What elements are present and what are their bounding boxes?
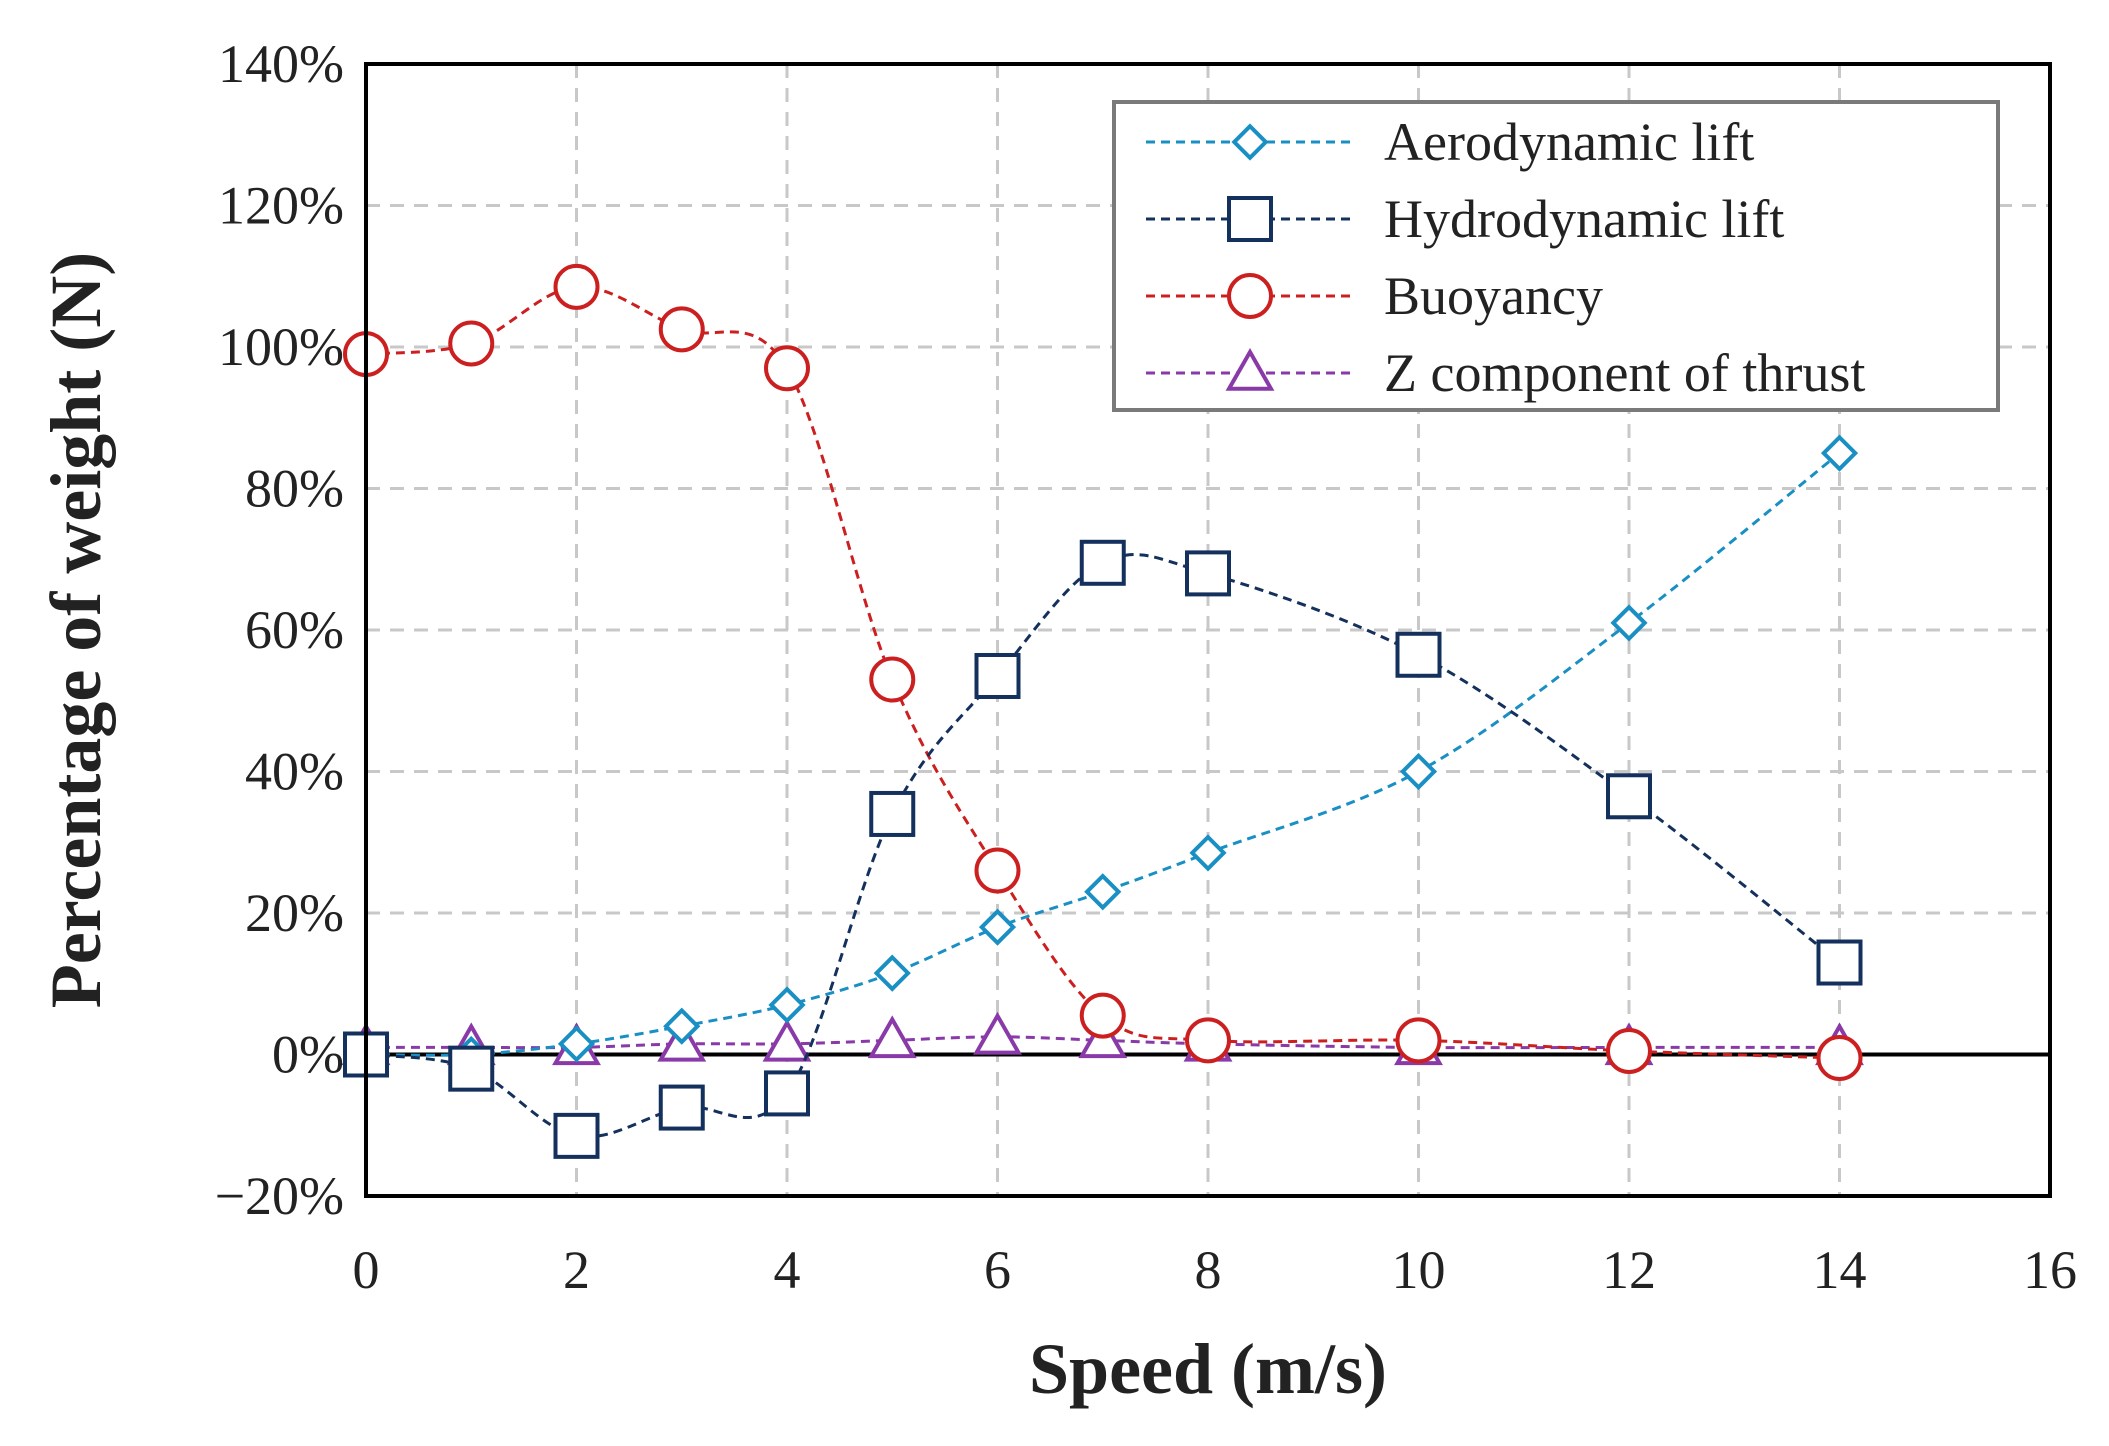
legend-marker bbox=[1227, 273, 1273, 319]
legend-marker bbox=[1227, 196, 1273, 242]
x-tick-label: 10 bbox=[1392, 1240, 1446, 1300]
data-point bbox=[768, 986, 806, 1024]
data-point bbox=[553, 1112, 600, 1159]
data-point bbox=[553, 263, 600, 310]
legend-label: Hydrodynamic lift bbox=[1384, 189, 1784, 249]
data-point bbox=[1395, 1017, 1442, 1064]
legend-item: Z component of thrust bbox=[1146, 343, 1865, 403]
y-tick-label: 20% bbox=[245, 883, 344, 943]
data-point bbox=[764, 1070, 810, 1117]
x-tick-label: 14 bbox=[1813, 1240, 1867, 1300]
x-tick-label: 16 bbox=[2023, 1240, 2077, 1300]
data-point bbox=[869, 790, 916, 837]
legend-item: Hydrodynamic lift bbox=[1146, 189, 1784, 249]
data-point bbox=[978, 908, 1017, 946]
data-point bbox=[1079, 992, 1126, 1039]
y-tick-label: 80% bbox=[245, 459, 344, 519]
series-line bbox=[365, 285, 1840, 1060]
data-point bbox=[1185, 1017, 1231, 1064]
data-point bbox=[974, 652, 1021, 699]
legend: Aerodynamic lift Hydrodynamic lift Buoyanc… bbox=[1112, 100, 2000, 412]
data-point bbox=[974, 847, 1021, 894]
data-point bbox=[1606, 1027, 1652, 1074]
y-tick-label: −20% bbox=[215, 1166, 344, 1226]
data-point bbox=[873, 954, 911, 992]
x-tick-label: 2 bbox=[563, 1240, 590, 1300]
data-point bbox=[658, 1084, 705, 1131]
y-tick-label: 40% bbox=[245, 742, 344, 802]
legend-marker bbox=[1225, 347, 1275, 391]
data-point bbox=[1399, 752, 1438, 791]
legend-label: Aerodynamic lift bbox=[1384, 112, 1754, 172]
data-point bbox=[1820, 434, 1859, 472]
data-point bbox=[973, 1011, 1022, 1055]
data-point bbox=[1610, 604, 1648, 642]
plot-area-frame bbox=[364, 62, 2052, 1198]
y-axis-title: Percentage of weight (N) bbox=[36, 252, 116, 1008]
y-axis-ticks: −20% 0% 20% 40% 60% 80% 100% 120% 140% bbox=[215, 34, 344, 1226]
data-point bbox=[869, 656, 916, 703]
data-point bbox=[1079, 539, 1126, 586]
data-point bbox=[448, 1045, 495, 1092]
data-point bbox=[1395, 631, 1442, 678]
y-tick-label: 120% bbox=[218, 176, 344, 236]
data-point bbox=[1816, 1035, 1863, 1082]
data-point bbox=[557, 1025, 596, 1063]
data-point bbox=[1189, 834, 1227, 872]
y-tick-label: 100% bbox=[218, 317, 344, 377]
data-point bbox=[764, 345, 810, 392]
x-tick-label: 12 bbox=[1602, 1240, 1656, 1300]
x-tick-label: 6 bbox=[984, 1240, 1011, 1300]
series-hydrodynamic-lift bbox=[343, 539, 1863, 1159]
y-tick-label: 140% bbox=[218, 34, 344, 94]
data-point bbox=[1816, 939, 1863, 986]
series-layer bbox=[341, 263, 1864, 1159]
legend-label: Z component of thrust bbox=[1384, 343, 1865, 403]
data-point bbox=[867, 1015, 917, 1059]
x-tick-label: 4 bbox=[774, 1240, 801, 1300]
y-tick-label: 0% bbox=[272, 1025, 344, 1085]
data-point bbox=[1606, 773, 1652, 820]
data-point bbox=[448, 320, 495, 367]
legend-marker bbox=[1231, 123, 1269, 161]
data-point bbox=[1185, 550, 1231, 597]
x-tick-label: 0 bbox=[353, 1240, 380, 1300]
x-tick-label: 8 bbox=[1195, 1240, 1222, 1300]
data-point bbox=[1084, 873, 1122, 911]
legend-item: Buoyancy bbox=[1146, 266, 1603, 326]
legend-label: Buoyancy bbox=[1384, 266, 1603, 326]
x-axis-title: Speed (m/s) bbox=[1029, 1329, 1387, 1409]
data-point bbox=[762, 1018, 812, 1062]
x-axis-ticks: 0 2 4 6 8 10 12 14 16 bbox=[353, 1240, 2078, 1300]
data-point bbox=[663, 1007, 701, 1045]
y-tick-label: 60% bbox=[245, 600, 344, 660]
data-point bbox=[658, 306, 705, 353]
legend-item: Aerodynamic lift bbox=[1146, 112, 1754, 172]
legend-box bbox=[1112, 100, 2000, 412]
